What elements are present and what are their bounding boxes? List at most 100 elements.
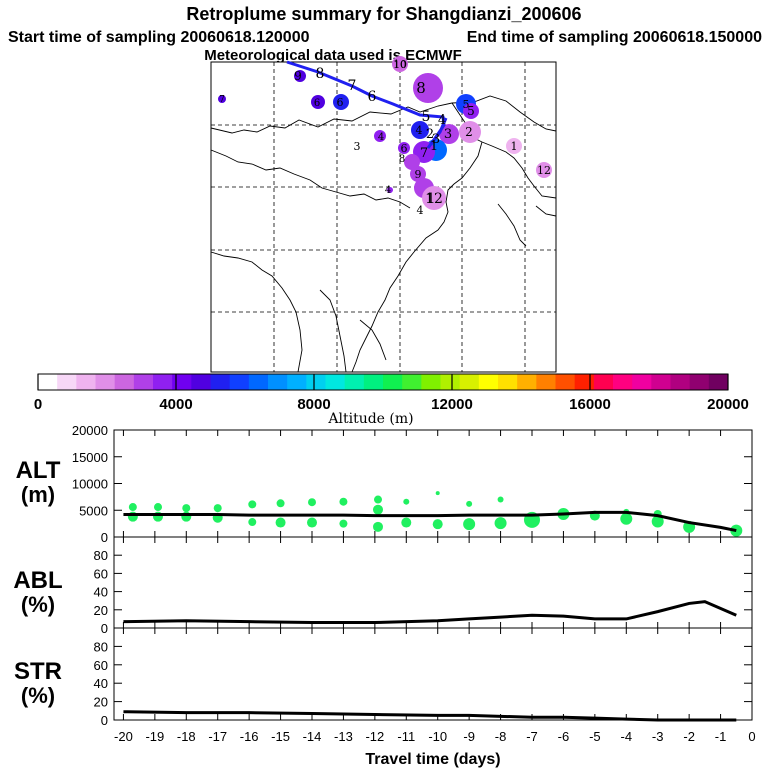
time-series-panels: 20000150001000050000ALT(m)806040200ABL(%… — [13, 423, 755, 768]
trajectory-day-label: 6 — [368, 89, 377, 105]
colorbar-swatch — [287, 374, 307, 390]
altitude-point — [339, 497, 348, 506]
trajectory-day-label: 5 — [422, 109, 431, 125]
y-tick-label: 80 — [94, 548, 108, 563]
colorbar-swatch — [344, 374, 365, 390]
y-tick-label: 0 — [101, 621, 108, 636]
x-tick-label: -19 — [145, 729, 164, 744]
colorbar-swatch — [76, 374, 96, 390]
colorbar-swatch — [133, 374, 154, 390]
colorbar-tick-label: 0 — [34, 396, 42, 413]
altitude-point — [463, 518, 476, 531]
altitude-colorbar: 0 4000 8000 12000 16000 20000 — [34, 373, 749, 413]
cluster-number-label: 12 — [537, 164, 551, 177]
x-axis-label: Travel time (days) — [365, 751, 500, 768]
plume-cluster — [404, 154, 420, 170]
x-tick-label: -14 — [303, 729, 322, 744]
x-tick-label: -11 — [397, 729, 415, 744]
altitude-point — [494, 517, 507, 530]
plume-cluster — [294, 70, 306, 82]
colorbar-tick-label: 4000 — [159, 396, 192, 413]
colorbar-swatch — [651, 374, 671, 390]
trajectory-day-label: 8 — [316, 66, 325, 82]
y-tick-label: 5000 — [79, 503, 108, 518]
cluster-number-label: 2 — [465, 125, 473, 139]
trajectory-day-label: 4 — [438, 113, 446, 128]
colorbar-swatch — [555, 374, 576, 390]
map-frame — [210, 61, 557, 373]
cluster-number-label: 8 — [416, 79, 426, 97]
altitude-point — [373, 504, 383, 515]
colorbar-tick-label: 20000 — [707, 396, 749, 413]
altitude-point — [339, 519, 348, 528]
cluster-number-label: 6 — [337, 96, 344, 109]
colorbar-swatch — [325, 374, 346, 390]
x-tick-label: -12 — [365, 729, 384, 744]
altitude-point — [466, 500, 473, 507]
cluster-number-label: 7 — [420, 146, 428, 161]
panel-unit: (%) — [21, 592, 55, 617]
x-tick-label: -13 — [334, 729, 353, 744]
altitude-point — [308, 498, 316, 507]
y-tick-label: 60 — [94, 566, 108, 581]
cluster-number-label: 7 — [219, 95, 225, 105]
panel-frame — [113, 536, 753, 629]
cluster-number-label: 12 — [425, 191, 443, 207]
cluster-number-label: 10 — [393, 58, 407, 71]
coastlines-and-borders — [210, 95, 557, 373]
mean-altitude-line — [123, 510, 737, 533]
x-tick-label: -18 — [177, 729, 196, 744]
altitude-point — [307, 517, 317, 528]
y-tick-label: 15000 — [72, 450, 108, 465]
x-tick-label: -10 — [428, 729, 447, 744]
y-tick-label: 20 — [94, 603, 108, 618]
cluster-number-label: 4 — [378, 132, 384, 143]
trajectory-day-label: 2 — [426, 127, 434, 142]
y-tick-label: 10000 — [72, 477, 108, 492]
panel-label: ALT — [16, 457, 61, 484]
colorbar-swatch — [478, 374, 499, 390]
y-tick-label: 20 — [94, 695, 108, 710]
plume-cluster — [218, 95, 226, 103]
plume-cluster — [333, 94, 349, 110]
cluster-number-label: 4 — [417, 204, 424, 217]
colorbar-axis-label: Altitude (m) — [327, 411, 413, 427]
mean-trajectory-line — [286, 60, 448, 149]
figure-title: Retroplume summary for Shangdianzi_20060… — [186, 4, 581, 24]
cluster-number-label: 5 — [463, 98, 470, 111]
altitude-point — [276, 499, 285, 508]
end-time-label: End time of sampling 20060618.150000 — [467, 29, 762, 46]
abl-line — [123, 600, 737, 625]
colorbar-swatch — [517, 374, 537, 390]
altitude-point — [182, 504, 191, 513]
colorbar-swatch — [363, 374, 384, 390]
y-tick-label: 0 — [101, 713, 108, 728]
altitude-point — [401, 517, 412, 528]
colorbar-swatch — [57, 374, 77, 390]
colorbar-swatch — [229, 374, 250, 390]
y-tick-label: 40 — [94, 676, 108, 691]
colorbar-swatch — [114, 374, 135, 390]
cluster-number-label: 4 — [416, 124, 423, 137]
x-tick-label: -6 — [558, 729, 570, 744]
x-tick-label: -2 — [683, 729, 695, 744]
altitude-point — [248, 500, 257, 509]
altitude-point — [620, 512, 633, 525]
colorbar-swatch — [498, 374, 518, 390]
trajectory-day-label: 3 — [432, 132, 440, 147]
altitude-point — [374, 495, 382, 504]
colorbar-swatch — [191, 374, 211, 390]
colorbar-swatch — [268, 374, 288, 390]
x-tick-label: -20 — [114, 729, 133, 744]
plume-cluster — [536, 162, 552, 178]
cluster-number-label: 9 — [294, 69, 302, 83]
altitude-point — [248, 518, 257, 527]
map-gridlines — [211, 62, 556, 372]
panel-unit: (m) — [21, 482, 55, 507]
cluster-number-label: 8 — [399, 154, 405, 165]
y-tick-label: 80 — [94, 639, 108, 654]
colorbar-swatch — [210, 374, 231, 390]
panel-label: STR — [14, 658, 62, 685]
